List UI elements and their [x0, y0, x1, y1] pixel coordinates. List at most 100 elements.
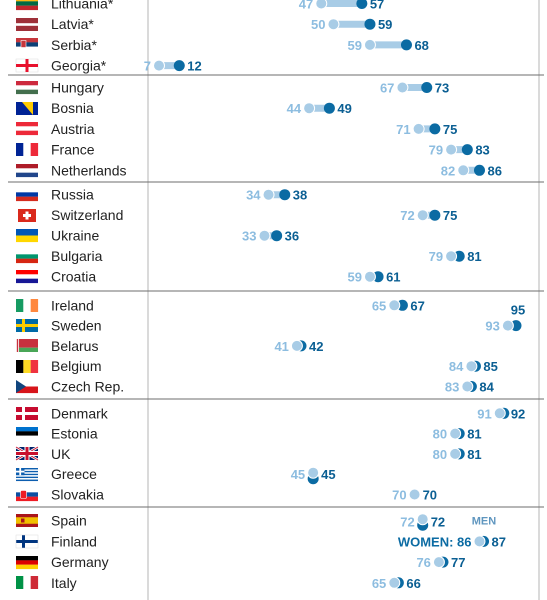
country-label: Ukraine [51, 228, 99, 244]
men-value-label: 77 [451, 555, 465, 570]
country-group: Hungary 67 73 Bosnia 44 49 Austria 71 75 France 79… [16, 80, 502, 178]
men-value-label: 81 [467, 427, 481, 442]
country-row: Germany 76 77 [16, 554, 465, 570]
men-value-label: 12 [187, 59, 201, 74]
women-point [307, 466, 320, 479]
country-row: Estonia 80 81 [16, 426, 482, 442]
women-value-label: 44 [287, 101, 302, 116]
country-label: Serbia* [51, 37, 97, 53]
women-value-label: 41 [274, 339, 288, 354]
men-value-label: 75 [443, 122, 457, 137]
women-point [315, 0, 328, 10]
women-point [363, 38, 376, 51]
men-value-label: 85 [483, 359, 497, 374]
women-value-label: 50 [311, 17, 325, 32]
country-row: Russia 34 38 [16, 187, 307, 203]
men-value-label: 73 [435, 81, 449, 96]
finland-flag-icon [15, 534, 39, 549]
women-value-label: 47 [299, 0, 313, 12]
belgium-flag-icon [16, 360, 39, 373]
country-label: Netherlands [51, 162, 127, 178]
men-value-label: 49 [337, 101, 351, 116]
uk-flag-icon [15, 445, 39, 462]
country-row: Ireland 65 67 [16, 297, 425, 313]
georgia-flag-icon [15, 58, 39, 73]
women-value-label: 80 [433, 427, 447, 442]
men-point [473, 164, 485, 176]
ukraine-flag-icon [16, 229, 38, 243]
men-point [429, 209, 441, 221]
country-label: Estonia [51, 426, 98, 442]
women-point [327, 18, 340, 31]
men-point [364, 18, 376, 30]
women-point [449, 447, 462, 460]
country-label: Denmark [51, 405, 109, 421]
men-point [400, 39, 412, 51]
women-point [416, 209, 429, 222]
country-label: Croatia [51, 269, 96, 285]
men-point [429, 123, 441, 135]
estonia-flag-icon [16, 427, 38, 441]
bulgaria-flag-icon [16, 250, 38, 264]
women-point [493, 407, 506, 420]
men-value-label: 67 [410, 298, 424, 313]
country-label: Bulgaria [51, 248, 103, 264]
women-point [445, 143, 458, 156]
men-point [372, 271, 384, 283]
country-row: Netherlands 82 86 [16, 162, 502, 178]
country-group: Ireland 65 67 Sweden 93 95 Belarus 41 42 Belgium 8… [16, 297, 525, 395]
country-row: Slovakia 70 70 [16, 487, 437, 503]
women-value-label: 91 [477, 406, 491, 421]
women-value-label: 80 [433, 447, 447, 462]
country-row: UK 80 81 [15, 445, 482, 462]
ireland-flag-icon [16, 299, 39, 312]
country-row: Austria 71 75 [16, 121, 457, 137]
women-point [412, 122, 425, 135]
country-row: Switzerland 72 75 [18, 207, 457, 223]
women-value-label: 76 [416, 555, 430, 570]
country-label: Finland [51, 533, 97, 549]
country-row: Belarus 41 42 [16, 338, 323, 354]
country-row: Czech Rep. 83 84 [16, 379, 495, 395]
country-label: Georgia* [51, 58, 107, 74]
belarus-flag-icon [16, 339, 38, 352]
country-label: Ireland [51, 297, 94, 313]
country-row: Spain 72 72 [16, 513, 445, 531]
greece-flag-icon [16, 468, 38, 482]
women-point [258, 229, 271, 242]
men-value-label: 92 [511, 406, 525, 421]
country-row: Denmark 91 92 [16, 405, 525, 421]
men-point [323, 102, 335, 114]
men-point [271, 230, 283, 242]
men-value-label: 42 [309, 339, 323, 354]
women-point [363, 270, 376, 283]
women-value-label: 84 [449, 359, 464, 374]
country-label: Hungary [51, 80, 104, 96]
men-point [510, 320, 522, 332]
country-label: France [51, 142, 95, 158]
austria-flag-icon [16, 122, 38, 136]
men-value-label: 95 [511, 303, 525, 318]
men-value-label: 81 [467, 447, 481, 462]
women-point [465, 360, 478, 373]
czech-flag-icon [16, 380, 38, 394]
women-point [501, 319, 514, 332]
women-point [396, 81, 409, 94]
women-value-label: 65 [372, 576, 386, 591]
women-value-label: WOMEN: 86 [398, 534, 472, 549]
country-row: Serbia* 59 68 [16, 37, 429, 53]
country-row: Ukraine 33 36 [16, 228, 299, 244]
women-point [303, 102, 316, 115]
women-value-label: 59 [347, 270, 361, 285]
country-label: Austria [51, 121, 95, 137]
men-value-label: 59 [378, 17, 392, 32]
sweden-flag-icon [16, 319, 38, 332]
women-value-label: 45 [291, 467, 305, 482]
country-row: Bosnia 44 49 [16, 100, 352, 116]
women-point [153, 59, 165, 72]
country-label: Bosnia [51, 100, 94, 116]
country-row: Hungary 67 73 [16, 80, 449, 96]
men-point [453, 250, 465, 262]
women-value-label: 71 [396, 122, 410, 137]
